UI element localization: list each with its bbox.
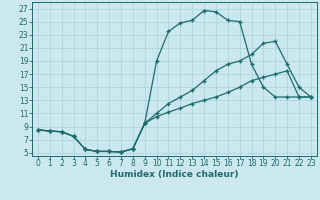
X-axis label: Humidex (Indice chaleur): Humidex (Indice chaleur): [110, 170, 239, 179]
